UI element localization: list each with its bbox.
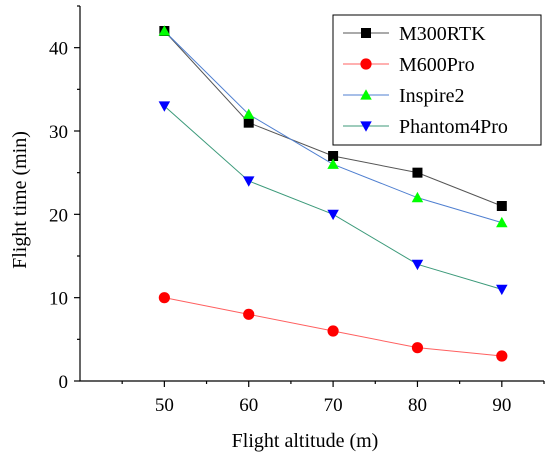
- data-point-m300rtk: [328, 151, 339, 161]
- y-tick-label: 10: [49, 289, 68, 310]
- x-tick-label: 50: [155, 395, 174, 416]
- data-point-phantom4pro: [327, 209, 339, 221]
- x-axis-title: Flight altitude (m): [232, 430, 379, 452]
- legend-marker: [361, 28, 371, 38]
- y-tick-label: 40: [49, 39, 68, 60]
- legend-label: M600Pro: [399, 54, 475, 76]
- legend-label: Phantom4Pro: [399, 116, 508, 138]
- y-tick-label: 30: [49, 122, 68, 143]
- data-point-m600pro: [158, 292, 170, 304]
- series-markers: [158, 25, 508, 362]
- axes: 50 60 70 80 90 0 10 20 30 40: [49, 5, 545, 416]
- x-tick-label: 90: [492, 395, 511, 416]
- data-point-inspire2: [158, 25, 171, 36]
- legend-label: M300RTK: [399, 23, 486, 45]
- legend-marker: [360, 121, 372, 132]
- data-point-m300rtk: [412, 167, 423, 178]
- legend-marker: [360, 58, 372, 70]
- data-point-phantom4pro: [242, 176, 255, 187]
- y-tick-label: 20: [49, 205, 68, 226]
- data-point-m600pro: [411, 342, 424, 354]
- data-point-inspire2: [496, 216, 508, 228]
- y-axis-title: Flight time (min): [9, 131, 31, 269]
- x-tick-label: 70: [324, 395, 343, 416]
- data-point-inspire2: [411, 191, 424, 203]
- data-point-m600pro: [496, 350, 508, 362]
- y-tick-label: 0: [59, 372, 69, 393]
- data-point-inspire2: [242, 108, 255, 119]
- legend-label: Inspire2: [399, 85, 465, 107]
- data-point-phantom4pro: [411, 259, 424, 271]
- data-point-m300rtk: [496, 201, 507, 211]
- legend: M300RTK M600Pro Inspire2 Phantom4Pro: [332, 14, 542, 146]
- data-point-phantom4pro: [158, 101, 171, 112]
- x-tick-label: 60: [239, 395, 258, 416]
- legend-marker: [360, 89, 372, 100]
- data-point-m600pro: [243, 308, 255, 320]
- data-point-m600pro: [327, 325, 339, 337]
- x-tick-label: 80: [408, 395, 427, 416]
- data-point-inspire2: [327, 158, 339, 169]
- data-point-m300rtk: [243, 117, 254, 128]
- data-point-phantom4pro: [496, 284, 508, 296]
